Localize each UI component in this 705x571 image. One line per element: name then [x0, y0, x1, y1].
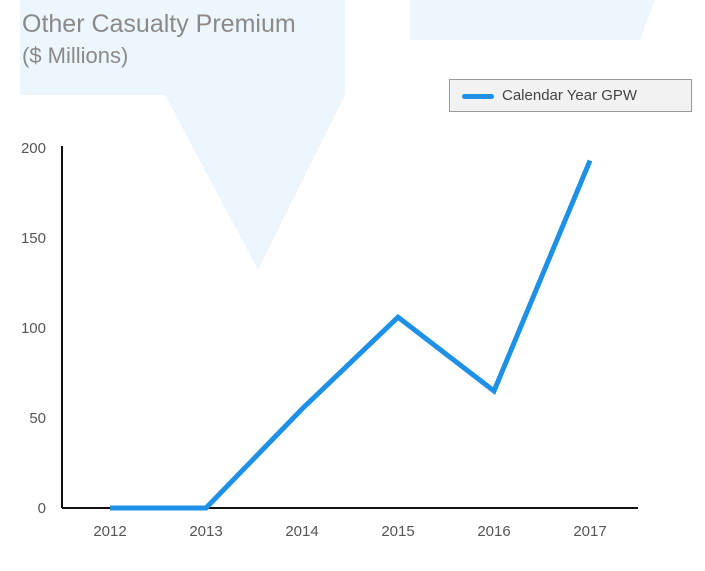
legend-swatch: [462, 94, 494, 99]
chart-title: Other Casualty Premium: [22, 10, 296, 38]
y-tick-label: 50: [29, 410, 46, 427]
y-tick-label: 200: [21, 140, 46, 157]
background-triangle-right: [410, 0, 655, 40]
series-line: [110, 159, 593, 511]
y-tick-label: 0: [38, 500, 46, 517]
x-tick-label: 2014: [285, 523, 318, 540]
x-tick-label: 2017: [573, 523, 606, 540]
background-triangle-left: [20, 0, 345, 270]
x-tick-label: 2013: [189, 523, 222, 540]
y-tick-label: 100: [21, 320, 46, 337]
x-tick-label: 2012: [93, 523, 126, 540]
x-tick-label: 2015: [381, 523, 414, 540]
chart-legend: Calendar Year GPW: [449, 79, 692, 112]
y-tick-label: 150: [21, 230, 46, 247]
chart-subtitle: ($ Millions): [22, 43, 129, 68]
x-tick-label: 2016: [477, 523, 510, 540]
legend-label: Calendar Year GPW: [502, 87, 638, 104]
